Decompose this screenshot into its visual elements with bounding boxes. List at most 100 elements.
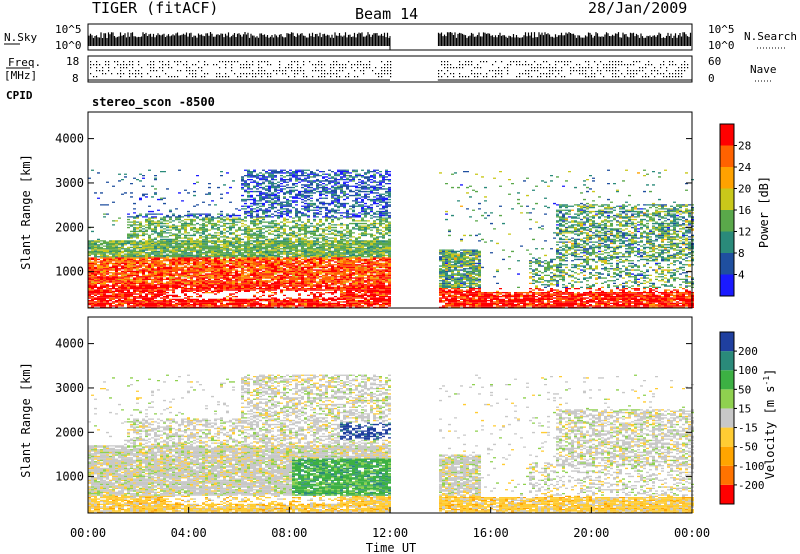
- colorbar-tick-label: 4: [738, 269, 745, 282]
- velocity-cells: [88, 374, 694, 513]
- freq-ytick-bottom: 8: [72, 72, 79, 85]
- power-panel: 1000 2000 3000 4000 Slant Range [km] 4 8 12 16…: [19, 111, 771, 309]
- date-label: 28/Jan/2009: [588, 0, 687, 17]
- y-tick-label: 2000: [55, 425, 84, 439]
- vel-cells-color-3: [88, 374, 694, 513]
- plot-title: TIGER (fitACF): [92, 0, 218, 17]
- cpid-label: CPID: [6, 89, 33, 102]
- nave-ylabel: Nave: [750, 63, 777, 76]
- x-tick-label: 12:00: [372, 526, 408, 540]
- colorbar-swatch: [720, 124, 734, 146]
- noise-ytick-left-bottom: 10^0: [55, 39, 82, 52]
- colorbar-swatch: [720, 446, 734, 466]
- colorbar-swatch: [720, 389, 734, 409]
- noise-trace: [88, 32, 692, 50]
- colorbar-tick-label: 20: [738, 183, 751, 196]
- noise-ylabel-right: N.Search: [744, 30, 797, 43]
- velocity-colorbar-label-end: ]: [763, 369, 777, 376]
- x-tick-label: 20:00: [573, 526, 609, 540]
- colorbar-swatch: [720, 484, 734, 504]
- power-ylabel: Slant Range [km]: [19, 154, 33, 270]
- power-colorbar: 4 8 12 16 20 24 28: [719, 123, 752, 297]
- y-tick-label: 4000: [55, 132, 84, 146]
- power-cells-color-3: [88, 169, 694, 288]
- power-y-axis: 1000 2000 3000 4000: [55, 132, 692, 279]
- colorbar-swatch: [720, 370, 734, 390]
- colorbar-swatch: [720, 253, 734, 275]
- colorbar-swatch: [720, 210, 734, 232]
- y-tick-label: 2000: [55, 220, 84, 234]
- colorbar-swatch: [720, 332, 734, 352]
- x-axis-label: Time UT: [366, 541, 417, 554]
- colorbar-swatch: [720, 427, 734, 447]
- noise-sky-trace: [88, 32, 692, 46]
- power-colorbar-label: Power [dB]: [757, 176, 771, 248]
- y-tick-label: 3000: [55, 381, 84, 395]
- vel-cells-color-7: [292, 422, 391, 496]
- colorbar-tick-label: 28: [738, 140, 751, 153]
- velocity-colorbar-label-main: Velocity [m s: [763, 385, 777, 479]
- power-cells-color-2: [88, 169, 694, 288]
- vel-cells-color-4: [88, 374, 694, 513]
- colorbar-tick-label: 50: [738, 383, 751, 396]
- velocity-y-axis: 1000 2000 3000 4000: [55, 337, 692, 484]
- noise-ytick-right-top: 10^5: [708, 23, 735, 36]
- y-tick-label: 3000: [55, 176, 84, 190]
- vel-cells-color-2: [88, 495, 691, 513]
- velocity-colorbar: -200 -100 -50 -15 15 50 100 200: [719, 331, 765, 505]
- colorbar-frame: [719, 331, 735, 505]
- velocity-colorbar-label-sup: -1: [762, 376, 771, 386]
- power-panel-frame: [87, 111, 693, 309]
- frequency-dots: [90, 61, 689, 78]
- freq-ylabel-line1: Freq.: [8, 56, 41, 69]
- beam-label: Beam 14: [355, 5, 418, 23]
- power-cells-color-6: [88, 257, 694, 308]
- colorbar-swatch: [720, 408, 734, 428]
- colorbar-tick-label: -15: [738, 422, 758, 435]
- colorbar-tick-label: 8: [738, 247, 745, 260]
- noise-panel: N.Sky 10^5 10^0 10^5 10^0 N.Search: [4, 23, 797, 52]
- colorbar-tick-label: 15: [738, 402, 751, 415]
- colorbar-tick-label: 24: [738, 161, 752, 174]
- vel-cells-color-8: [340, 422, 391, 440]
- power-cells-color-5: [88, 172, 694, 308]
- colorbar-tick-label: 16: [738, 204, 751, 217]
- colorbar-swatch: [720, 145, 734, 167]
- x-tick-label: 08:00: [271, 526, 307, 540]
- colorbar-tick-label: 100: [738, 364, 758, 377]
- colorbar-tick-label: -100: [738, 460, 765, 473]
- y-tick-label: 1000: [55, 265, 84, 279]
- cpid-value: stereo_scon -8500: [92, 95, 215, 110]
- colorbar-swatch: [720, 188, 734, 210]
- power-cells: [88, 169, 694, 308]
- frequency-nave-panel: Freq. [MHz] 18 8 60 0 Nave: [4, 55, 777, 85]
- colorbar-swatch: [720, 274, 734, 296]
- colorbar-tick-label: -200: [738, 479, 765, 492]
- colorbar-tick-label: 12: [738, 226, 751, 239]
- noise-ytick-left-top: 10^5: [55, 23, 82, 36]
- power-cells-color-7: [88, 257, 694, 308]
- velocity-x-axis: 00:00 04:00 08:00 12:00 16:00 20:00 00:00: [70, 507, 710, 540]
- y-tick-label: 4000: [55, 337, 84, 351]
- x-tick-label: 16:00: [473, 526, 509, 540]
- noise-ytick-right-bottom: 10^0: [708, 39, 735, 52]
- colorbar-swatch: [720, 231, 734, 253]
- frequency-trace: [88, 61, 692, 81]
- nave-ytick-top: 60: [708, 55, 721, 68]
- nave-ytick-bottom: 0: [708, 72, 715, 85]
- x-tick-label: 00:00: [674, 526, 710, 540]
- y-tick-label: 1000: [55, 470, 84, 484]
- noise-ylabel-left: N.Sky: [4, 31, 37, 44]
- colorbar-swatch: [720, 465, 734, 485]
- colorbar-tick-label: 200: [738, 345, 758, 358]
- x-tick-label: 00:00: [70, 526, 106, 540]
- x-tick-label: 04:00: [171, 526, 207, 540]
- frequency-panel-frame: [87, 55, 693, 83]
- colorbar-swatch: [720, 167, 734, 189]
- colorbar-tick-label: -50: [738, 441, 758, 454]
- freq-ytick-top: 18: [66, 55, 79, 68]
- velocity-colorbar-label: Velocity [m s-1]: [762, 369, 777, 480]
- freq-ylabel-line2: [MHz]: [4, 69, 37, 82]
